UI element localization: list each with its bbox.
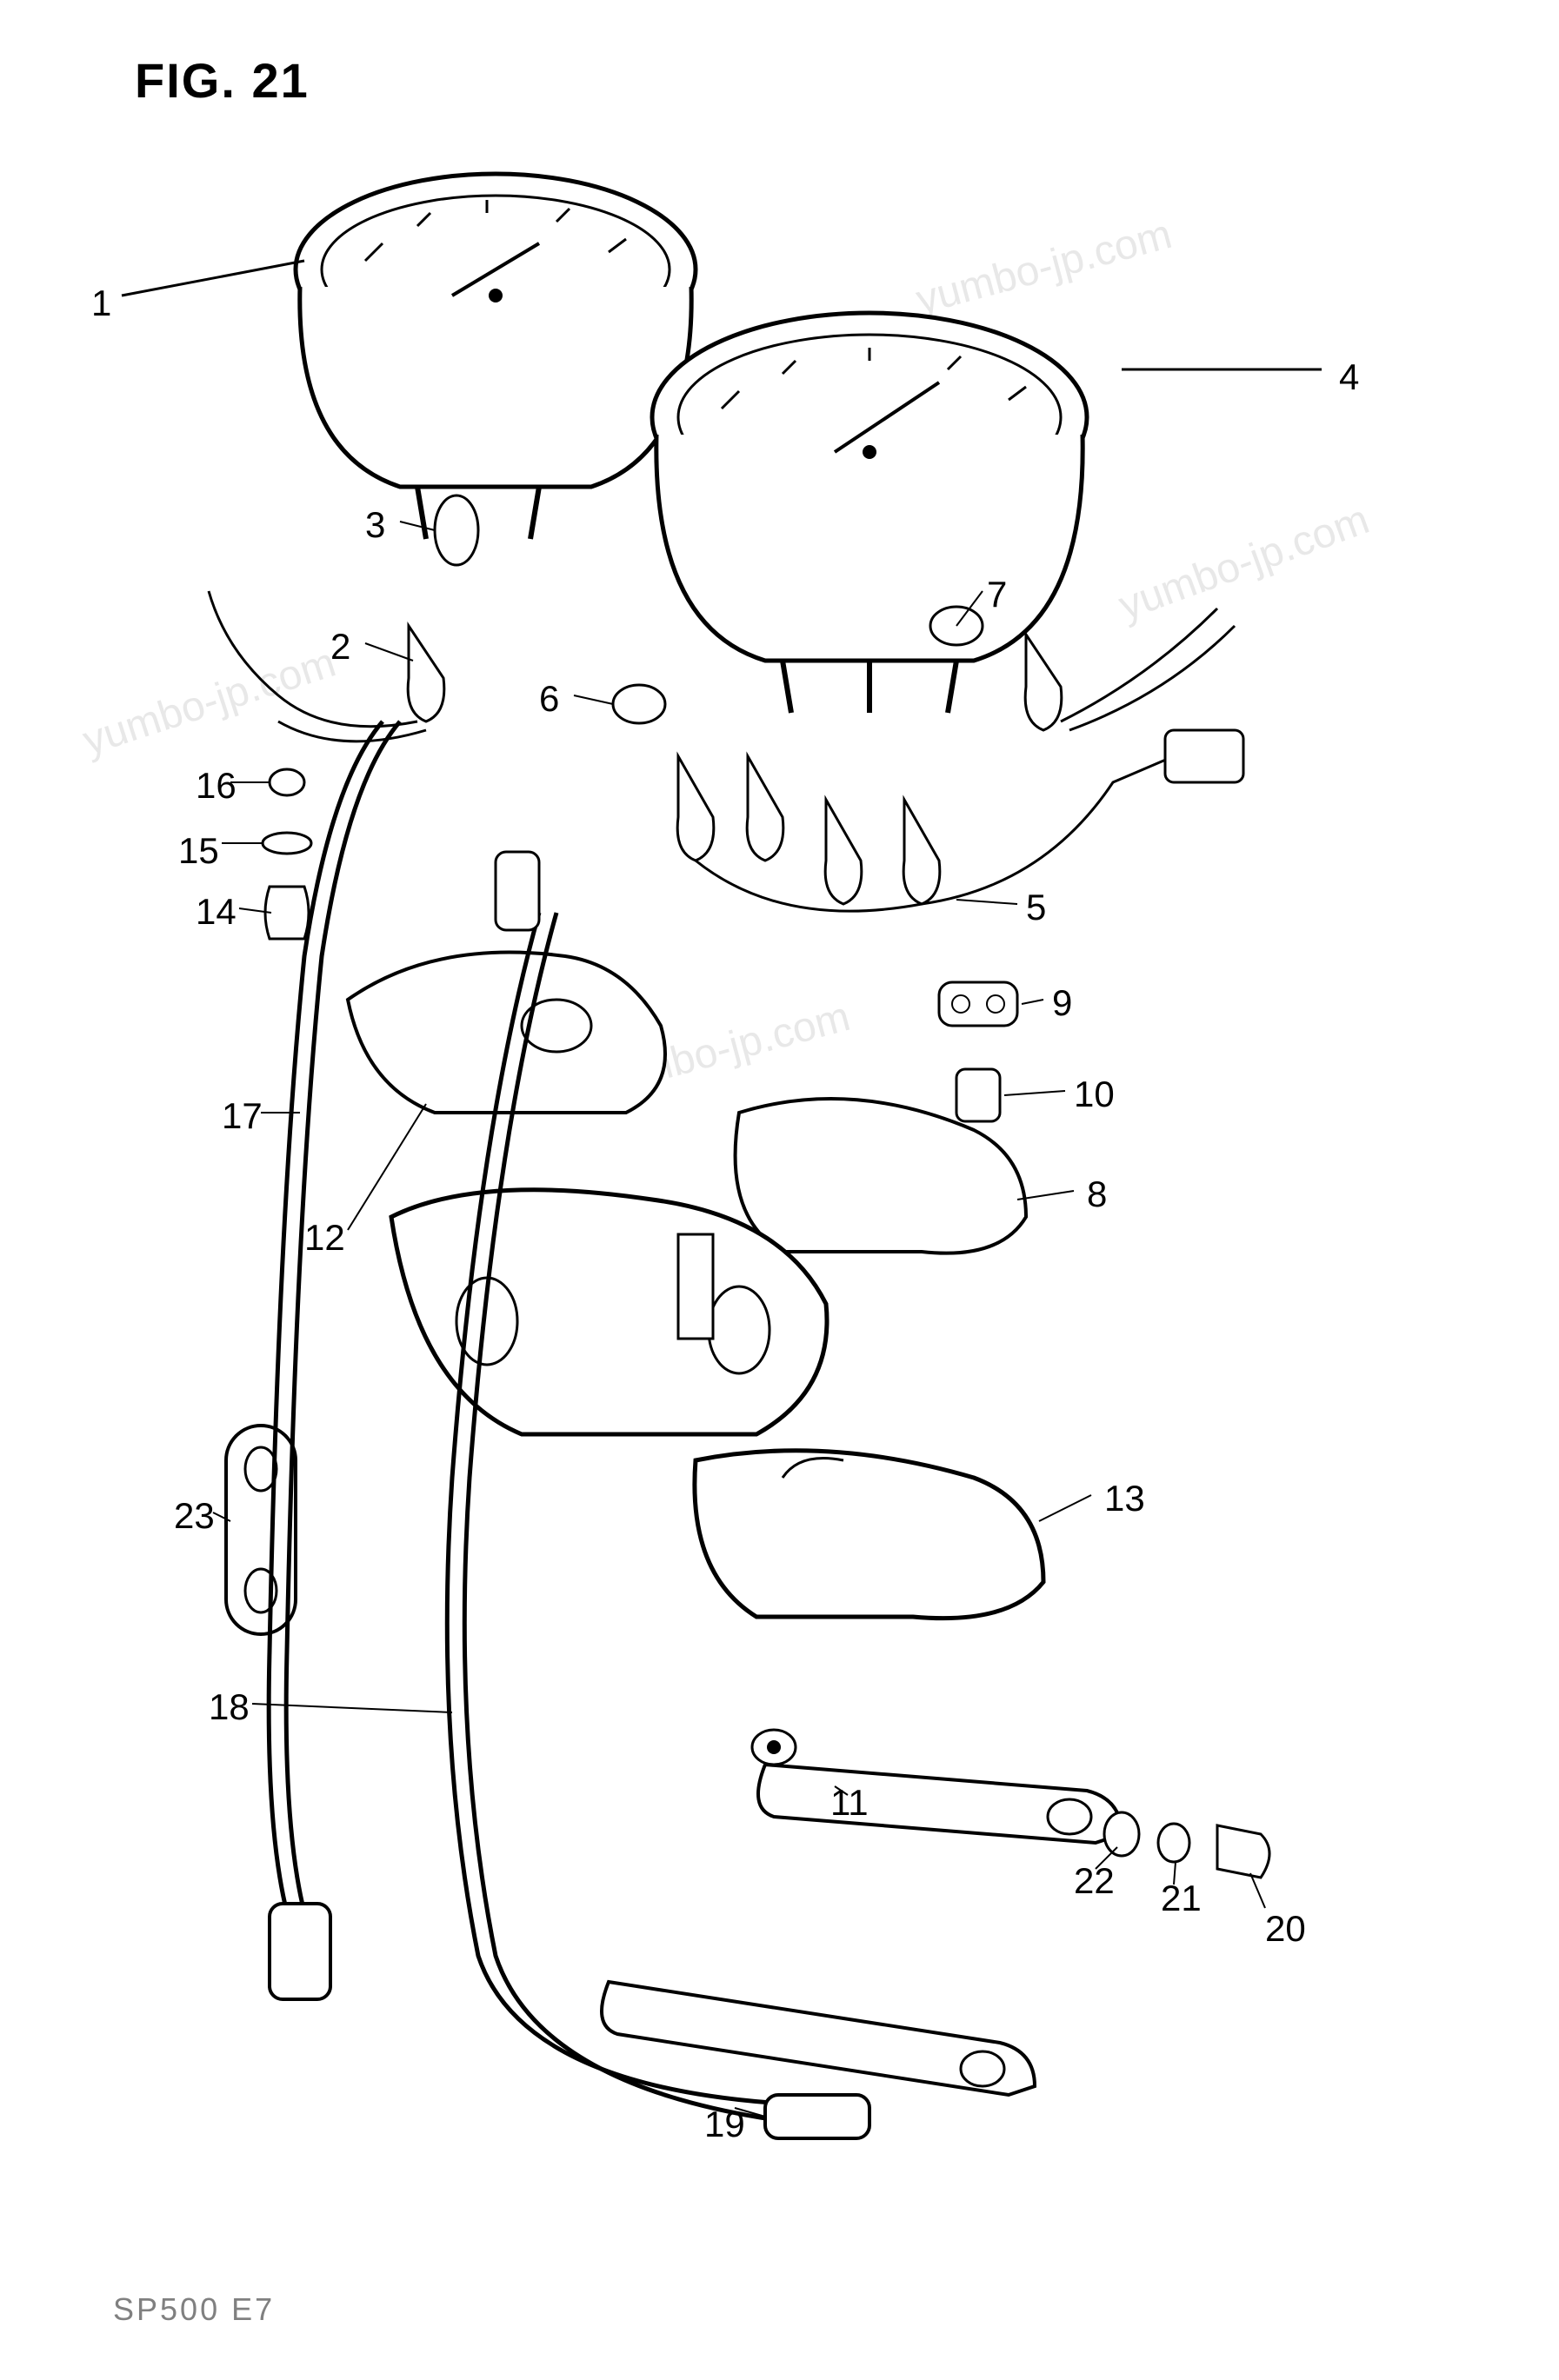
callout-number: 5 [1026, 887, 1046, 928]
callout-number: 1 [91, 283, 111, 324]
callout-number: 19 [704, 2104, 745, 2145]
footer-text: SP500 E7 [113, 2291, 275, 2328]
watermark: yumbo-jp.com [1113, 495, 1376, 630]
callout-number: 16 [196, 765, 237, 807]
watermark: yumbo-jp.com [590, 993, 855, 1107]
callout-number: 21 [1161, 1878, 1202, 1919]
watermark: yumbo-jp.com [911, 210, 1176, 324]
callout-number: 17 [222, 1095, 263, 1137]
callout-number: 3 [365, 504, 385, 546]
diagram-illustration [0, 0, 1559, 2380]
callout-number: 2 [330, 626, 350, 668]
callout-number: 6 [539, 678, 559, 720]
callout-number: 7 [987, 574, 1007, 615]
callout-number: 13 [1104, 1478, 1145, 1519]
callout-number: 10 [1074, 1074, 1115, 1115]
callout-number: 12 [304, 1217, 345, 1259]
watermark: yumbo-jp.com [77, 639, 342, 765]
callout-number: 8 [1087, 1173, 1107, 1215]
callout-number: 14 [196, 891, 237, 933]
figure-title: FIG. 21 [135, 52, 310, 109]
callout-number: 20 [1265, 1908, 1306, 1950]
callout-number: 11 [830, 1782, 869, 1824]
callout-number: 23 [174, 1495, 215, 1537]
callout-number: 22 [1074, 1860, 1115, 1902]
callout-number: 4 [1339, 356, 1359, 398]
callout-number: 18 [209, 1686, 250, 1728]
callout-number: 15 [178, 830, 219, 872]
callout-number: 9 [1052, 982, 1072, 1024]
parts-diagram: FIG. 21 yumbo-jp.com yumbo-jp.com yumbo-… [0, 0, 1559, 2380]
